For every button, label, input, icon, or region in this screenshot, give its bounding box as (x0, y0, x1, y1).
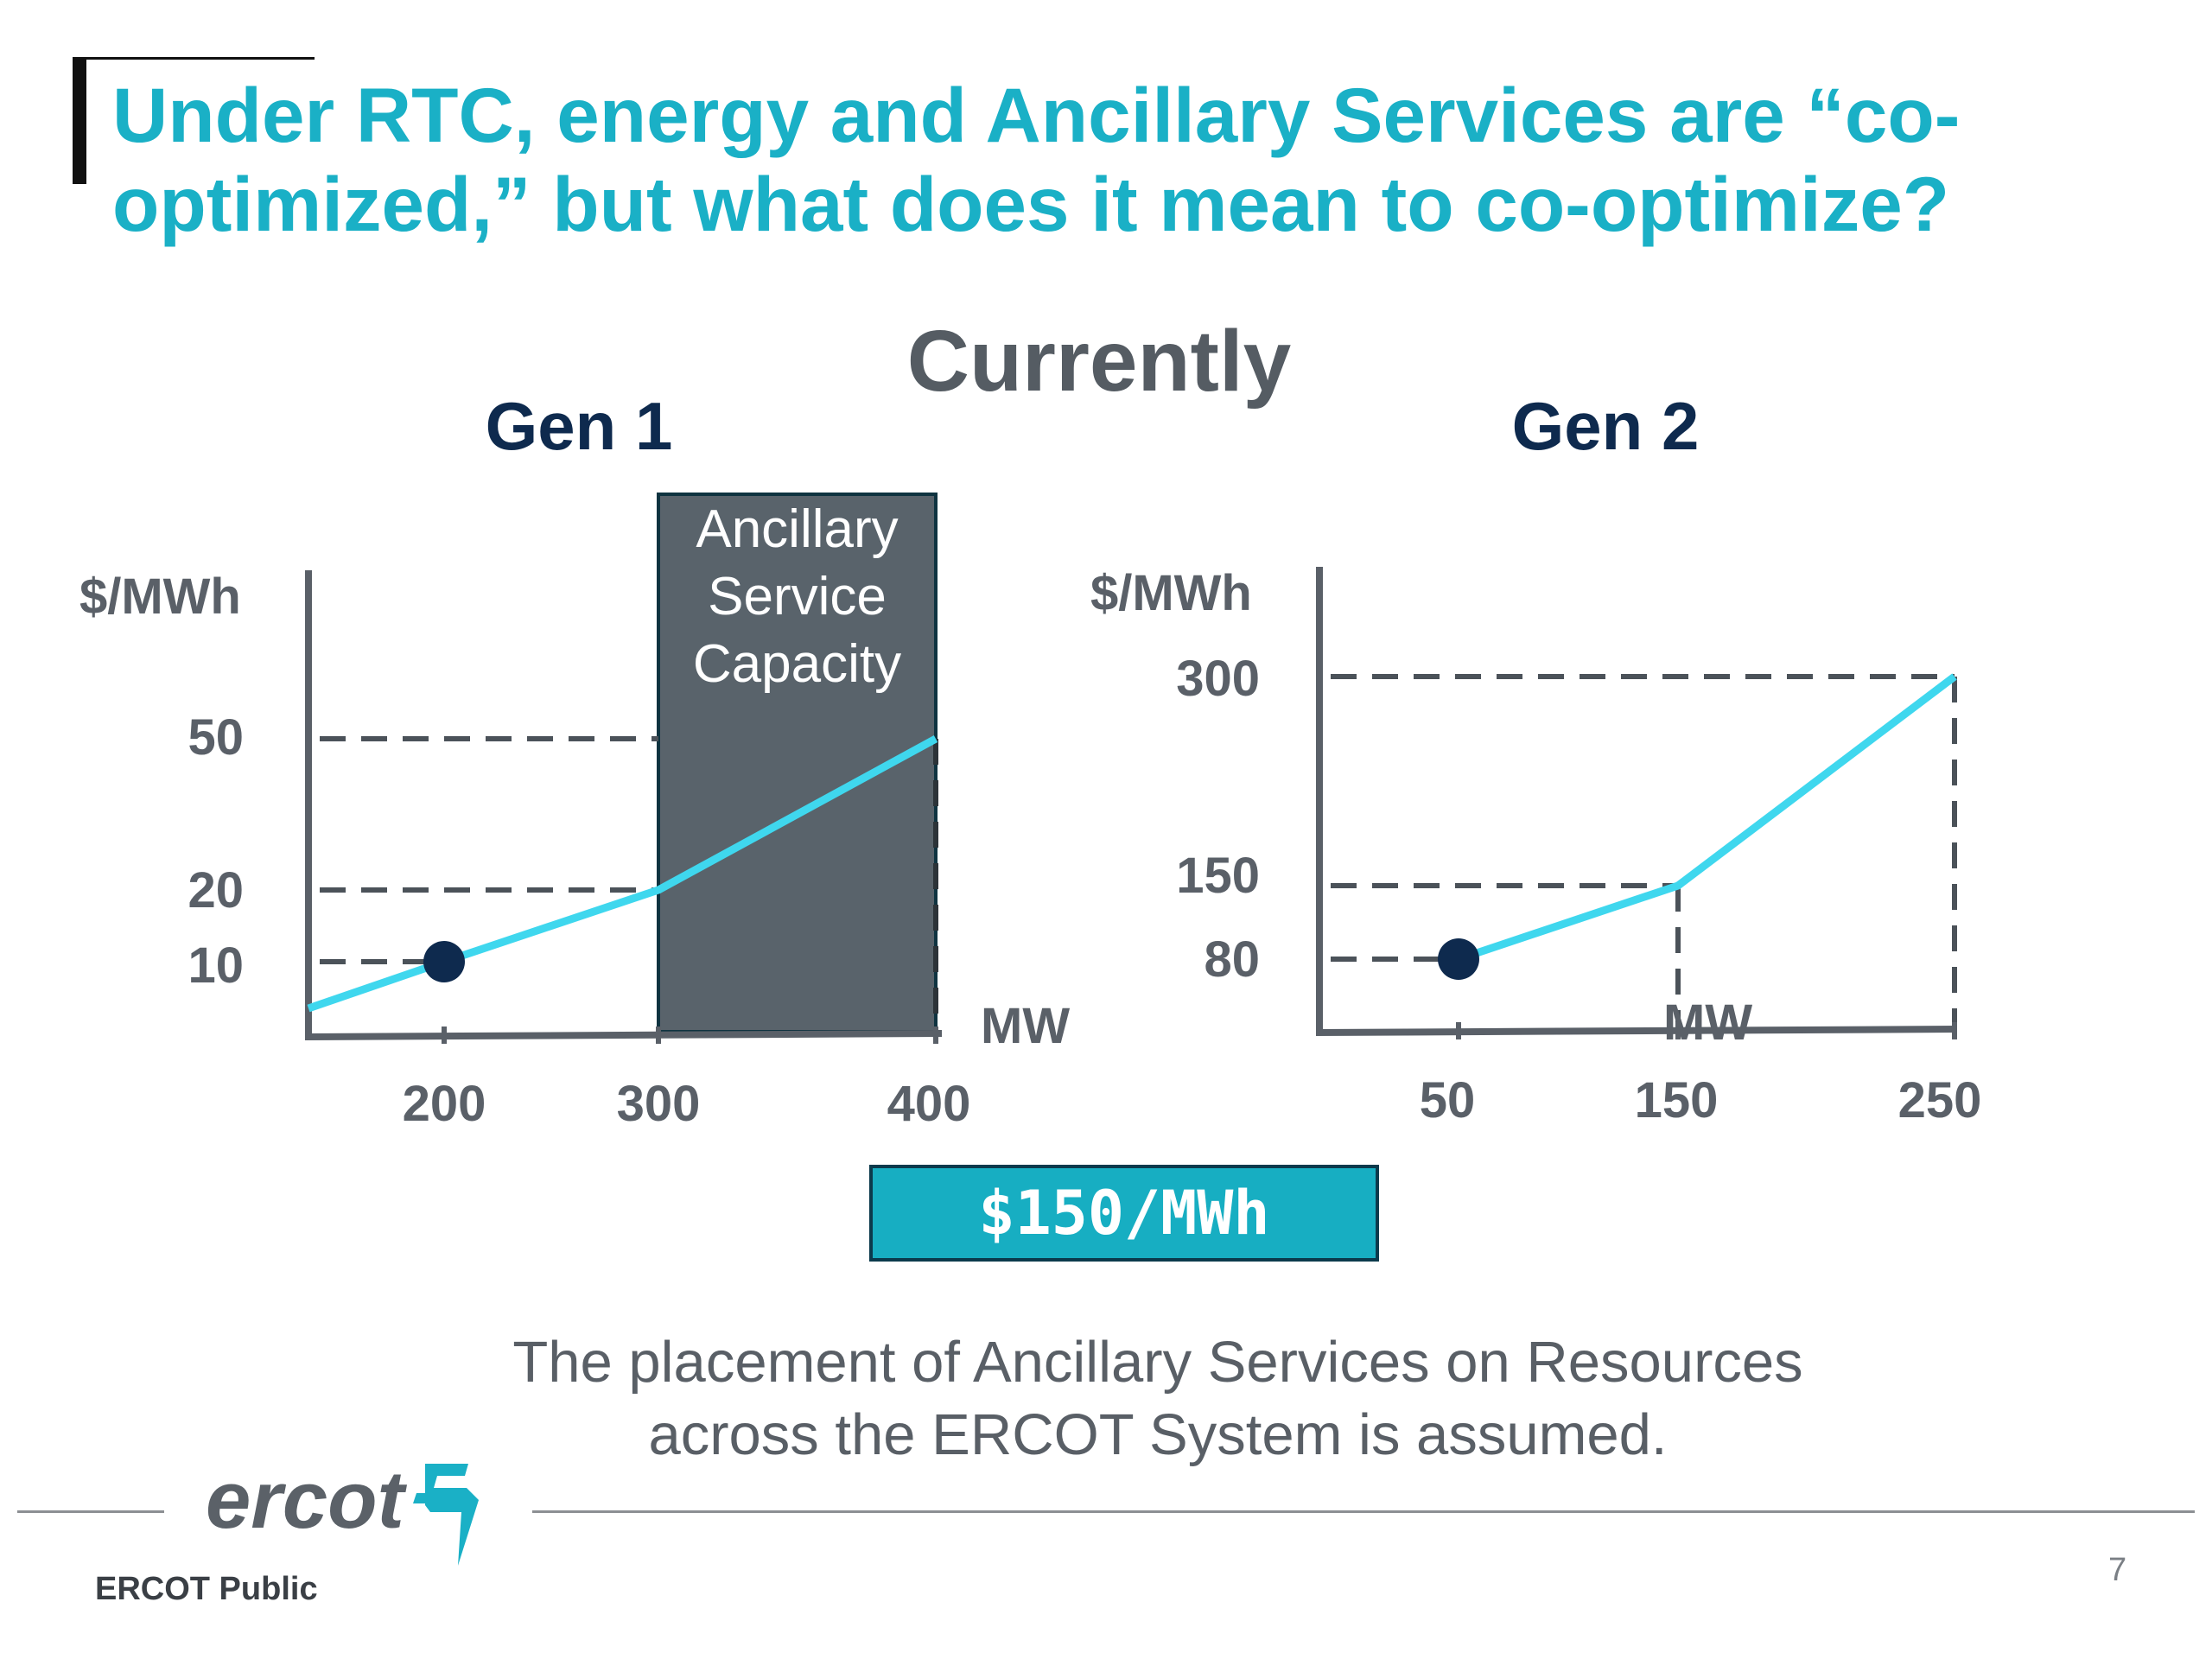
chart-title: Gen 2 (1512, 388, 1700, 464)
x-axis-label: MW (1663, 995, 1752, 1051)
y-tick-label: 10 (188, 938, 244, 994)
footnote-line-1: The placement of Ancillary Services on R… (512, 1330, 1803, 1395)
offer-curve (307, 735, 938, 1013)
x-tick-label: 250 (1898, 1072, 1982, 1128)
offer-curve (1457, 673, 1957, 963)
y-tick-label: 50 (188, 709, 244, 766)
ancillary-label-line: Service (708, 567, 887, 626)
x-axis-label: MW (981, 998, 1070, 1054)
x-tick-label: 50 (1420, 1072, 1476, 1128)
chart-layer: Gen 1 Ancillary Service Capacity $/MWh MW 200 3… (79, 388, 1981, 1132)
axes (1316, 567, 1958, 1037)
title-accent-line (73, 57, 315, 60)
y-tick-label: 150 (1176, 848, 1260, 904)
ancillary-label-line: Capacity (693, 634, 901, 694)
x-tick-label: 400 (887, 1076, 971, 1132)
slide-title: Under RTC, energy and Ancillary Services… (112, 72, 1961, 247)
chart-title: Gen 1 (486, 388, 673, 464)
x-tick-label: 300 (617, 1076, 701, 1132)
y-axis-label: $/MWh (1090, 565, 1252, 621)
section-heading: Currently (907, 313, 1292, 410)
ercot-logo-icon (413, 1464, 479, 1566)
dispatch-point (1438, 938, 1479, 980)
footer-classification: ERCOT Public (95, 1571, 318, 1607)
y-axis-label: $/MWh (79, 569, 241, 625)
price-label-box: $150/MWh (869, 1165, 1379, 1262)
dispatch-point (423, 941, 465, 982)
footer-divider-right (532, 1510, 2195, 1513)
x-tick-label: 150 (1635, 1072, 1719, 1128)
ancillary-label-line: Ancillary (696, 499, 898, 559)
footnote: The placement of Ancillary Services on R… (372, 1326, 1944, 1471)
x-tick-label: 200 (403, 1076, 486, 1132)
footnote-line-2: across the ERCOT System is assumed. (648, 1402, 1668, 1467)
title-accent-bar (73, 57, 86, 184)
page-number: 7 (2108, 1552, 2127, 1588)
ercot-logo-text: ercot (206, 1454, 404, 1545)
y-tick-label: 20 (188, 862, 244, 918)
y-tick-label: 300 (1176, 651, 1260, 707)
axes (305, 570, 943, 1041)
y-tick-label: 80 (1204, 931, 1260, 988)
footer-divider-left (17, 1510, 164, 1513)
